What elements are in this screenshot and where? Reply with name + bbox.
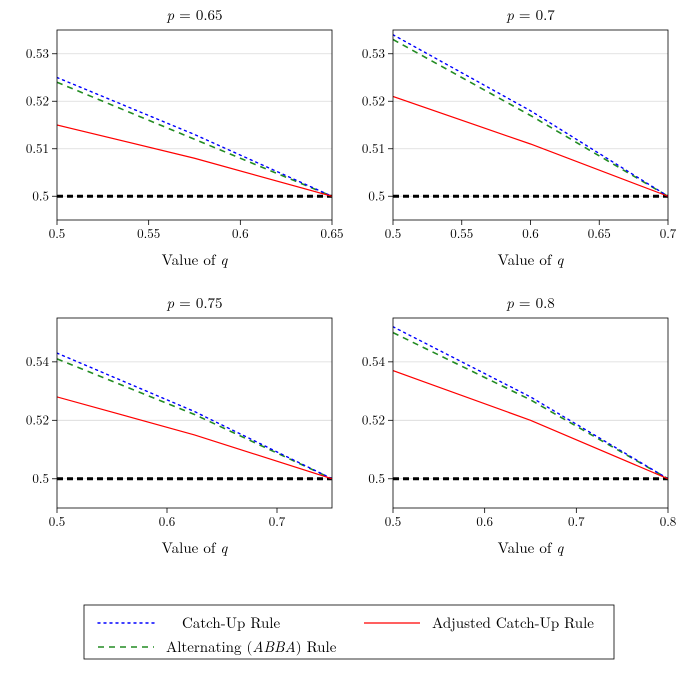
series-alternating [393,40,668,197]
ytick-label: 0.52 [362,90,385,109]
ytick-label: 0.51 [362,138,385,157]
series-adjusted [57,125,332,196]
chart-panel: 0.5 0.6 0.7 0.5 0.52 0.54 p = 0.75 Value of q [26,292,332,558]
xtick-label: 0.65 [588,223,611,242]
series-alternating [393,333,668,479]
ytick-label: 0.54 [362,351,386,370]
xtick-label: 0.7 [660,223,677,242]
legend-label: Catch-Up Rule [182,612,280,633]
series-catch_up [57,78,332,197]
panel-title: p = 0.75 [166,292,222,313]
series-adjusted [393,371,668,479]
ytick-label: 0.52 [26,90,49,109]
panel-title: p = 0.8 [506,292,555,313]
ytick-label: 0.54 [26,351,50,370]
xtick-label: 0.6 [522,223,539,242]
x-axis-label: Value of q [498,537,565,558]
xtick-label: 0.7 [568,511,585,530]
xtick-label: 0.8 [660,511,677,530]
ytick-label: 0.5 [368,468,385,487]
x-axis-label: Value of q [162,249,229,270]
chart-panel: 0.5 0.6 0.7 0.8 0.5 0.52 0.54 p = 0.8 Value of q [362,292,676,558]
ytick-label: 0.53 [26,43,49,62]
xtick-label: 0.6 [476,511,493,530]
xtick-label: 0.5 [49,223,66,242]
series-alternating [57,82,332,196]
xtick-label: 0.55 [450,223,473,242]
chart-panel: 0.5 0.55 0.6 0.65 0.7 0.5 0.51 0.52 0.53 p = 0.7 V… [362,4,677,270]
x-axis-label: Value of q [162,537,229,558]
panel-title: p = 0.65 [166,4,222,25]
ytick-label: 0.52 [362,409,385,428]
ytick-label: 0.5 [32,468,49,487]
panel-title: p = 0.7 [506,4,555,25]
series-adjusted [57,397,332,479]
legend-label: Alternating (ABBA) Rule [166,636,337,657]
legend-label: Adjusted Catch-Up Rule [432,612,594,633]
ytick-label: 0.5 [32,185,49,204]
xtick-label: 0.7 [269,511,286,530]
xtick-label: 0.65 [320,223,343,242]
xtick-label: 0.5 [385,511,402,530]
chart-panel: 0.5 0.55 0.6 0.65 0.5 0.51 0.52 0.53 p = 0.65 Val… [26,4,344,270]
ytick-label: 0.51 [26,138,49,157]
series-alternating [57,359,332,479]
legend: Catch-Up Rule Adjusted Catch-Up Rule Alter… [84,605,614,659]
ytick-label: 0.5 [368,185,385,204]
ytick-label: 0.53 [362,43,385,62]
x-axis-label: Value of q [498,249,565,270]
xtick-label: 0.5 [49,511,66,530]
xtick-label: 0.5 [385,223,402,242]
ytick-label: 0.52 [26,409,49,428]
xtick-label: 0.6 [159,511,176,530]
xtick-label: 0.55 [137,223,160,242]
xtick-label: 0.6 [232,223,249,242]
